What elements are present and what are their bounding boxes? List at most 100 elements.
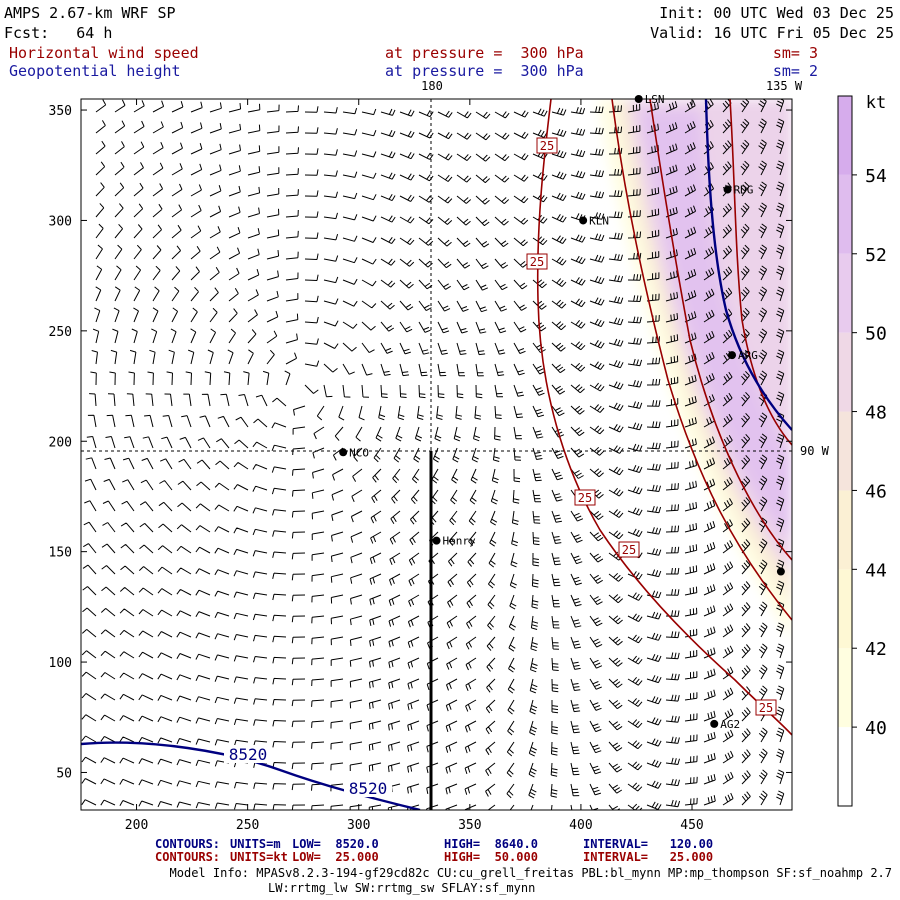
plot-frame — [80, 98, 793, 811]
station-marker — [776, 567, 785, 576]
field2-name: Geopotential height — [9, 62, 181, 80]
svg-text:UNITS=kt: UNITS=kt — [230, 850, 288, 864]
shade-52kt — [640, 110, 792, 540]
station: LSN — [634, 93, 665, 106]
station-label: ARG — [738, 349, 758, 362]
station — [776, 567, 785, 576]
colorbar-swatch — [838, 96, 852, 175]
colorbar-label: 46 — [865, 481, 887, 502]
station-label: Henry — [443, 535, 476, 548]
svg-text:25: 25 — [622, 543, 636, 557]
colorbar-swatch — [838, 490, 852, 570]
station-marker — [432, 536, 441, 545]
colorbar-label: 44 — [865, 560, 887, 581]
colorbar-swatch — [838, 411, 852, 491]
footer: CONTOURS: UNITS=m LOW= 8520.0 HIGH= 8640… — [155, 837, 713, 864]
colorbar-swatch — [838, 253, 852, 333]
station-label: LSN — [645, 93, 665, 106]
contour-25kt-east — [611, 99, 792, 621]
wind-speed-shading — [598, 99, 792, 640]
wind-contour-label: 25 — [536, 137, 558, 154]
station-label: AG2 — [720, 718, 740, 731]
station-marker — [710, 719, 719, 728]
station: AG2 — [710, 718, 740, 731]
header: AMPS 2.67-km WRF SP Fcst: 64 h Init: 00 … — [4, 4, 894, 80]
wind-contour-labels: 25 25 25 25 25 — [526, 137, 777, 716]
meridian-label-180: 180 — [421, 79, 443, 93]
colorbar-label: 42 — [865, 639, 887, 660]
colorbar-label: 40 — [865, 718, 887, 739]
station-marker — [579, 216, 588, 225]
colorbar: kt 40 42 44 46 48 50 52 54 — [837, 93, 887, 807]
colorbar-frame — [837, 95, 853, 807]
station-marker — [634, 95, 643, 103]
model-info: Model Info: MPASv8.2.3-194-gf29cd82c CU:… — [170, 866, 892, 895]
reference-lines: 180 135 W 90 W — [81, 79, 830, 810]
x-tick-label: 200 — [125, 818, 148, 833]
wind-contour-label: 25 — [574, 489, 596, 506]
svg-text:25: 25 — [578, 491, 592, 505]
y-tick-label: 150 — [49, 546, 72, 561]
x-tick-label: 250 — [236, 818, 259, 833]
svg-text:HIGH= 50.000: HIGH= 50.000 — [444, 850, 538, 864]
model-title: AMPS 2.67-km WRF SP — [4, 4, 176, 22]
init-time: Init: 00 UTC Wed 03 Dec 25 — [659, 4, 894, 22]
model-info-line1: Model Info: MPASv8.2.3-194-gf29cd82c CU:… — [170, 866, 892, 880]
svg-text:INTERVAL= 25.000: INTERVAL= 25.000 — [583, 850, 713, 864]
svg-text:LOW= 8520.0: LOW= 8520.0 — [292, 837, 379, 851]
wind-contour-label: 25 — [526, 253, 548, 270]
station-label: NCO — [349, 446, 369, 459]
colorbar-swatch — [838, 727, 852, 806]
colorbar-label: 48 — [865, 403, 887, 424]
svg-text:LOW= 25.000: LOW= 25.000 — [292, 850, 379, 864]
wind-contour-label: 25 — [618, 541, 640, 558]
svg-text:CONTOURS:: CONTOURS: — [155, 837, 220, 851]
y-tick-label: 300 — [49, 214, 72, 229]
station: NCO — [339, 446, 369, 459]
svg-text:UNITS=m: UNITS=m — [230, 837, 281, 851]
colorbar-swatch — [838, 569, 852, 649]
field1-name: Horizontal wind speed — [9, 44, 199, 62]
y-tick-label: 200 — [49, 435, 72, 450]
height-contour-labels: 8520 8520 — [224, 745, 392, 798]
station: ARG — [728, 349, 758, 362]
x-tick-label: 450 — [680, 818, 703, 833]
svg-text:HIGH= 8640.0: HIGH= 8640.0 — [444, 837, 538, 851]
footer-height-contours: CONTOURS: UNITS=m LOW= 8520.0 HIGH= 8640… — [155, 837, 713, 851]
field1-level: at pressure = 300 hPa — [385, 44, 584, 62]
y-tick-label: 50 — [56, 766, 72, 781]
height-contour-8520-east — [704, 99, 792, 431]
footer-wind-contours: CONTOURS: UNITS=kt LOW= 25.000 HIGH= 50.… — [155, 850, 713, 864]
y-tick-label: 350 — [49, 104, 72, 119]
model-info-line2: LW:rrtmg_lw SW:rrtmg_sw SFLAY:sf_mynn — [268, 881, 535, 895]
axes: 200 250 300 350 400 450 50 100 150 200 250 300 350 — [49, 99, 792, 833]
svg-text:25: 25 — [759, 701, 773, 715]
y-tick-label: 250 — [49, 325, 72, 340]
station: KLN — [579, 214, 609, 227]
station-marker — [723, 185, 732, 194]
colorbar-swatch — [838, 648, 852, 728]
forecast-hour: Fcst: 64 h — [4, 24, 112, 42]
meridian-label-90w: 90 W — [800, 444, 830, 458]
colorbar-label: 50 — [865, 324, 887, 345]
station-label: RDG — [734, 184, 754, 197]
y-tick-label: 100 — [49, 656, 72, 671]
height-contours — [81, 99, 792, 810]
x-tick-label: 300 — [347, 818, 370, 833]
svg-text:25: 25 — [540, 139, 554, 153]
colorbar-label: 52 — [865, 245, 887, 266]
height-contour-8520-west — [81, 741, 421, 810]
wind-barb-field — [81, 99, 785, 810]
colorbar-label: 54 — [865, 166, 887, 187]
station: Henry — [432, 535, 476, 548]
colorbar-swatch — [838, 332, 852, 412]
station-label: KLN — [589, 214, 609, 227]
contour-50kt-a — [649, 99, 792, 561]
height-contour-label: 8520 — [349, 779, 388, 798]
stations: LSN RDG KLN ARG NCO Henry AG2 — [339, 93, 785, 731]
svg-text:CONTOURS:: CONTOURS: — [155, 850, 220, 864]
wind-barbs — [81, 99, 785, 810]
x-tick-label: 400 — [569, 818, 592, 833]
wind-contour-label: 25 — [755, 699, 777, 716]
